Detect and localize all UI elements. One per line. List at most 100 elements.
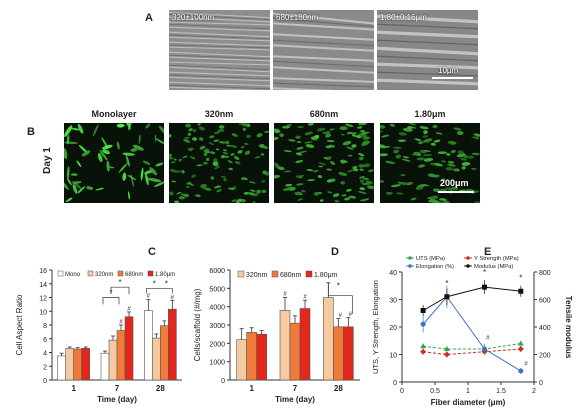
cell-mark — [340, 181, 346, 185]
x-tick-label: 7 — [293, 384, 298, 393]
significance-mark: # — [486, 335, 490, 341]
significance-mark: # — [524, 362, 528, 368]
cell-mark — [149, 167, 158, 176]
sem-image-680: 680±180nm — [273, 10, 374, 90]
cell-mark — [66, 166, 70, 180]
cell-mark — [234, 161, 241, 165]
cell-mark — [453, 127, 462, 131]
x-tick-label: 28 — [156, 384, 165, 393]
cell-mark — [92, 124, 99, 137]
cell-mark — [318, 165, 324, 168]
cell-mark — [81, 150, 91, 157]
x-axis-label: Time (day) — [97, 395, 137, 404]
cell-mark — [423, 130, 428, 135]
cell-mark — [360, 130, 366, 133]
cell-mark — [423, 138, 433, 143]
cell-mark — [181, 170, 185, 174]
significance-bracket — [327, 282, 353, 314]
cell-mark — [471, 136, 478, 139]
cell-mark — [214, 165, 221, 170]
cell-mark — [261, 180, 266, 183]
legend-label: UTS (MPa) — [416, 256, 445, 262]
cell-mark — [318, 162, 327, 165]
cell-mark — [440, 201, 450, 203]
cell-mark — [241, 123, 247, 127]
cell-mark — [200, 183, 207, 189]
cell-mark — [358, 153, 365, 157]
cell-mark — [213, 139, 220, 142]
cell-mark — [353, 168, 359, 172]
cell-mark — [440, 160, 447, 163]
cell-mark — [314, 134, 320, 139]
x-axis-label: Fiber diameter (μm) — [431, 398, 506, 407]
y-tick-label: 6 — [43, 337, 47, 344]
significance-mark: # — [171, 295, 175, 301]
legend-swatch — [117, 270, 124, 277]
cell-mark — [274, 162, 279, 166]
cell-mark — [182, 155, 188, 159]
row-label-day1: Day 1 — [41, 147, 53, 174]
cell-mark — [295, 135, 301, 139]
bar — [333, 326, 344, 381]
cell-mark — [200, 127, 204, 130]
legend-label: 680nm — [125, 272, 143, 278]
cell-mark — [243, 191, 250, 195]
cell-mark — [380, 146, 391, 149]
cell-mark — [329, 128, 335, 131]
cell-mark — [416, 157, 426, 161]
cell-mark — [86, 186, 94, 190]
cell-mark — [327, 191, 333, 194]
legend-swatch — [87, 270, 94, 277]
cell-mark — [209, 135, 215, 139]
x-tick-label: 1 — [71, 384, 76, 393]
cell-mark — [106, 160, 110, 172]
significance-mark: # — [283, 292, 287, 298]
cell-mark — [362, 140, 370, 145]
cell-mark — [197, 123, 201, 126]
cell-mark — [64, 179, 69, 190]
cell-mark — [256, 189, 261, 194]
panel-letter-e: E — [484, 246, 492, 258]
cell-mark — [295, 152, 303, 156]
bar — [236, 339, 247, 381]
cell-mark — [76, 160, 82, 168]
sem-image-320: 320±100nm — [169, 10, 270, 90]
cell-mark — [296, 183, 304, 186]
bar — [289, 322, 301, 381]
y-tick-label: 10 — [389, 353, 397, 360]
y2-tick-label: 0 — [539, 380, 543, 387]
cell-mark — [450, 142, 456, 145]
cell-mark — [226, 144, 232, 147]
cell-mark — [248, 181, 256, 184]
cell-mark — [138, 134, 141, 144]
y-tick-label: 5000 — [209, 286, 225, 293]
bar — [279, 310, 291, 381]
cell-mark — [169, 153, 173, 157]
sem-label-180: 1.80±0.16μm — [380, 13, 427, 22]
cell-mark — [180, 193, 187, 197]
cell-mark — [125, 155, 130, 167]
cell-mark — [298, 150, 308, 153]
cell-mark — [432, 124, 438, 129]
cell-mark — [187, 132, 192, 137]
cell-mark — [238, 123, 243, 126]
cell-mark — [395, 154, 402, 159]
cell-mark — [338, 172, 348, 176]
cell-mark — [296, 141, 302, 143]
cell-mark — [385, 191, 393, 195]
bar — [168, 308, 177, 381]
legend-marker — [408, 256, 412, 260]
cell-mark — [274, 174, 280, 179]
legend-label: 1.80μm — [314, 272, 338, 279]
cell-mark — [122, 152, 135, 156]
cell-mark — [396, 192, 404, 195]
bar — [299, 308, 311, 381]
bar — [81, 348, 90, 381]
cell-mark — [380, 124, 386, 129]
cell-mark — [437, 151, 447, 154]
cell-mark — [392, 146, 402, 149]
flu-scalebar-label: 200μm — [440, 178, 469, 188]
cell-mark — [406, 181, 414, 186]
cell-mark — [359, 176, 365, 179]
cell-mark — [346, 146, 354, 150]
